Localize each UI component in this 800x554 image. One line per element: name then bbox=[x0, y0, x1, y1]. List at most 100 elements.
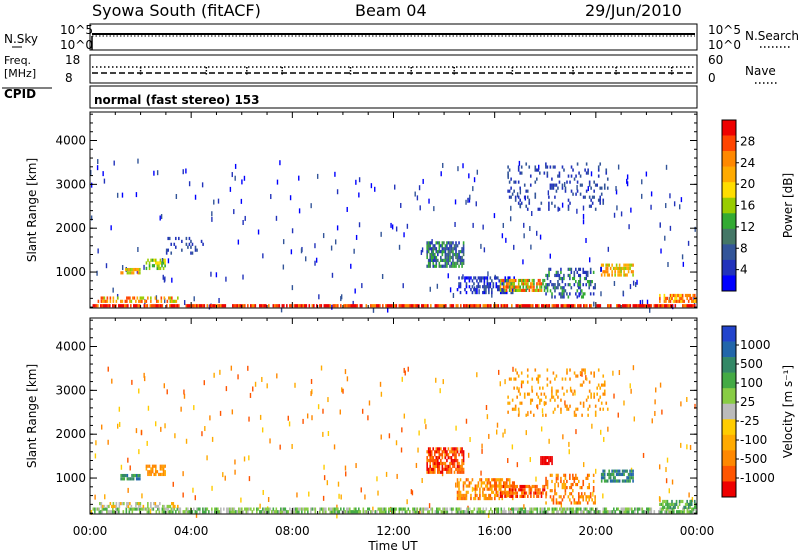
velocity-cell bbox=[437, 470, 439, 474]
velocity-cell bbox=[355, 510, 357, 514]
velocity-cell bbox=[437, 447, 439, 451]
velocity-echo bbox=[557, 482, 560, 488]
velocity-cell bbox=[173, 507, 176, 511]
velocity-cell bbox=[310, 507, 312, 511]
power-cell bbox=[508, 195, 511, 199]
velocity-cell bbox=[394, 507, 396, 511]
power-cell bbox=[519, 171, 521, 175]
velocity-cell bbox=[298, 507, 300, 511]
velocity-cell bbox=[580, 492, 583, 496]
velocity-cell bbox=[479, 487, 481, 491]
power-cell bbox=[552, 165, 555, 169]
velocity-cell bbox=[427, 453, 430, 457]
nave-tick-bottom: 0 bbox=[708, 71, 716, 85]
power-cell bbox=[510, 278, 512, 283]
power-cell bbox=[461, 276, 463, 280]
power-cell bbox=[410, 304, 413, 308]
velocity-cell bbox=[480, 484, 483, 488]
velocity-cell bbox=[227, 507, 230, 511]
power-cell bbox=[174, 236, 177, 241]
power-cell bbox=[429, 258, 432, 263]
power-cell bbox=[626, 304, 629, 308]
velocity-echo bbox=[94, 453, 97, 459]
velocity-cell bbox=[665, 502, 667, 507]
freq-nave-panel: Freq. [MHz] 18 8 60 0 Nave bbox=[4, 53, 778, 85]
power-cell bbox=[107, 304, 110, 308]
velocity-echo bbox=[203, 380, 205, 386]
power-cell bbox=[551, 201, 553, 205]
power-cell bbox=[579, 183, 582, 187]
power-cell bbox=[546, 171, 549, 175]
velocity-cell bbox=[476, 487, 478, 491]
power-cell bbox=[528, 278, 531, 283]
velocity-cell bbox=[510, 484, 513, 488]
power-cell bbox=[692, 299, 695, 303]
power-cell bbox=[558, 174, 561, 178]
power-cell bbox=[456, 252, 459, 257]
velocity-cell bbox=[539, 488, 541, 492]
power-cell bbox=[130, 304, 132, 308]
velocity-cell bbox=[586, 510, 588, 514]
velocity-echo bbox=[185, 438, 188, 444]
velocity-echo bbox=[428, 503, 431, 509]
velocity-cell bbox=[683, 505, 685, 509]
velocity-cell bbox=[349, 507, 351, 511]
velocity-cell bbox=[665, 499, 667, 504]
velocity-cell bbox=[524, 491, 526, 495]
velocity-cell bbox=[458, 490, 460, 494]
power-echo bbox=[414, 191, 416, 197]
power-cell bbox=[167, 248, 169, 252]
velocity-cell bbox=[461, 447, 463, 451]
velocity-cell bbox=[580, 507, 582, 511]
velocity-cell bbox=[486, 496, 489, 501]
velocity-echo bbox=[129, 465, 131, 471]
power-echo bbox=[314, 243, 316, 249]
velocity-echo bbox=[287, 415, 289, 421]
velocity-cell bbox=[647, 507, 650, 511]
power-cell bbox=[352, 304, 354, 308]
velocity-cell bbox=[545, 395, 547, 399]
velocity-cell bbox=[527, 510, 530, 514]
velocity-echo bbox=[166, 389, 168, 395]
velocity-cell bbox=[103, 504, 106, 509]
power-cell bbox=[655, 304, 657, 308]
power-cell bbox=[514, 195, 517, 199]
velocity-echo bbox=[564, 400, 566, 406]
velocity-cell bbox=[551, 458, 553, 463]
velocity-colorbar-swatch bbox=[722, 341, 736, 358]
velocity-cell bbox=[577, 501, 580, 505]
power-cell bbox=[337, 304, 339, 308]
velocity-cell bbox=[588, 473, 590, 477]
power-cell bbox=[485, 285, 487, 289]
velocity-cell bbox=[540, 456, 542, 460]
power-echo bbox=[462, 274, 464, 280]
power-cell bbox=[170, 251, 173, 255]
power-cell bbox=[440, 255, 442, 260]
power-cell bbox=[165, 248, 168, 252]
velocity-cell bbox=[453, 464, 456, 469]
velocity-cell bbox=[532, 507, 534, 511]
velocity-cell bbox=[686, 502, 688, 507]
velocity-cell bbox=[544, 507, 546, 511]
power-cell bbox=[537, 168, 540, 172]
power-cell bbox=[489, 285, 492, 289]
power-cell bbox=[572, 168, 574, 172]
power-cell bbox=[635, 304, 638, 308]
velocity-cell bbox=[603, 389, 606, 393]
velocity-cell bbox=[103, 507, 105, 511]
power-cell bbox=[671, 293, 673, 298]
velocity-cell bbox=[491, 496, 493, 501]
velocity-echo bbox=[618, 370, 621, 376]
velocity-cell bbox=[517, 507, 519, 511]
velocity-cell bbox=[233, 510, 236, 514]
power-echo bbox=[116, 192, 119, 198]
power-cell bbox=[488, 304, 491, 308]
velocity-cell bbox=[368, 507, 371, 511]
velocity-echo bbox=[254, 381, 257, 387]
velocity-cell bbox=[669, 505, 672, 509]
power-cell bbox=[505, 278, 508, 283]
velocity-cell bbox=[568, 507, 570, 511]
power-cell bbox=[585, 270, 588, 274]
velocity-cell bbox=[582, 401, 585, 405]
velocity-cell bbox=[534, 484, 537, 489]
